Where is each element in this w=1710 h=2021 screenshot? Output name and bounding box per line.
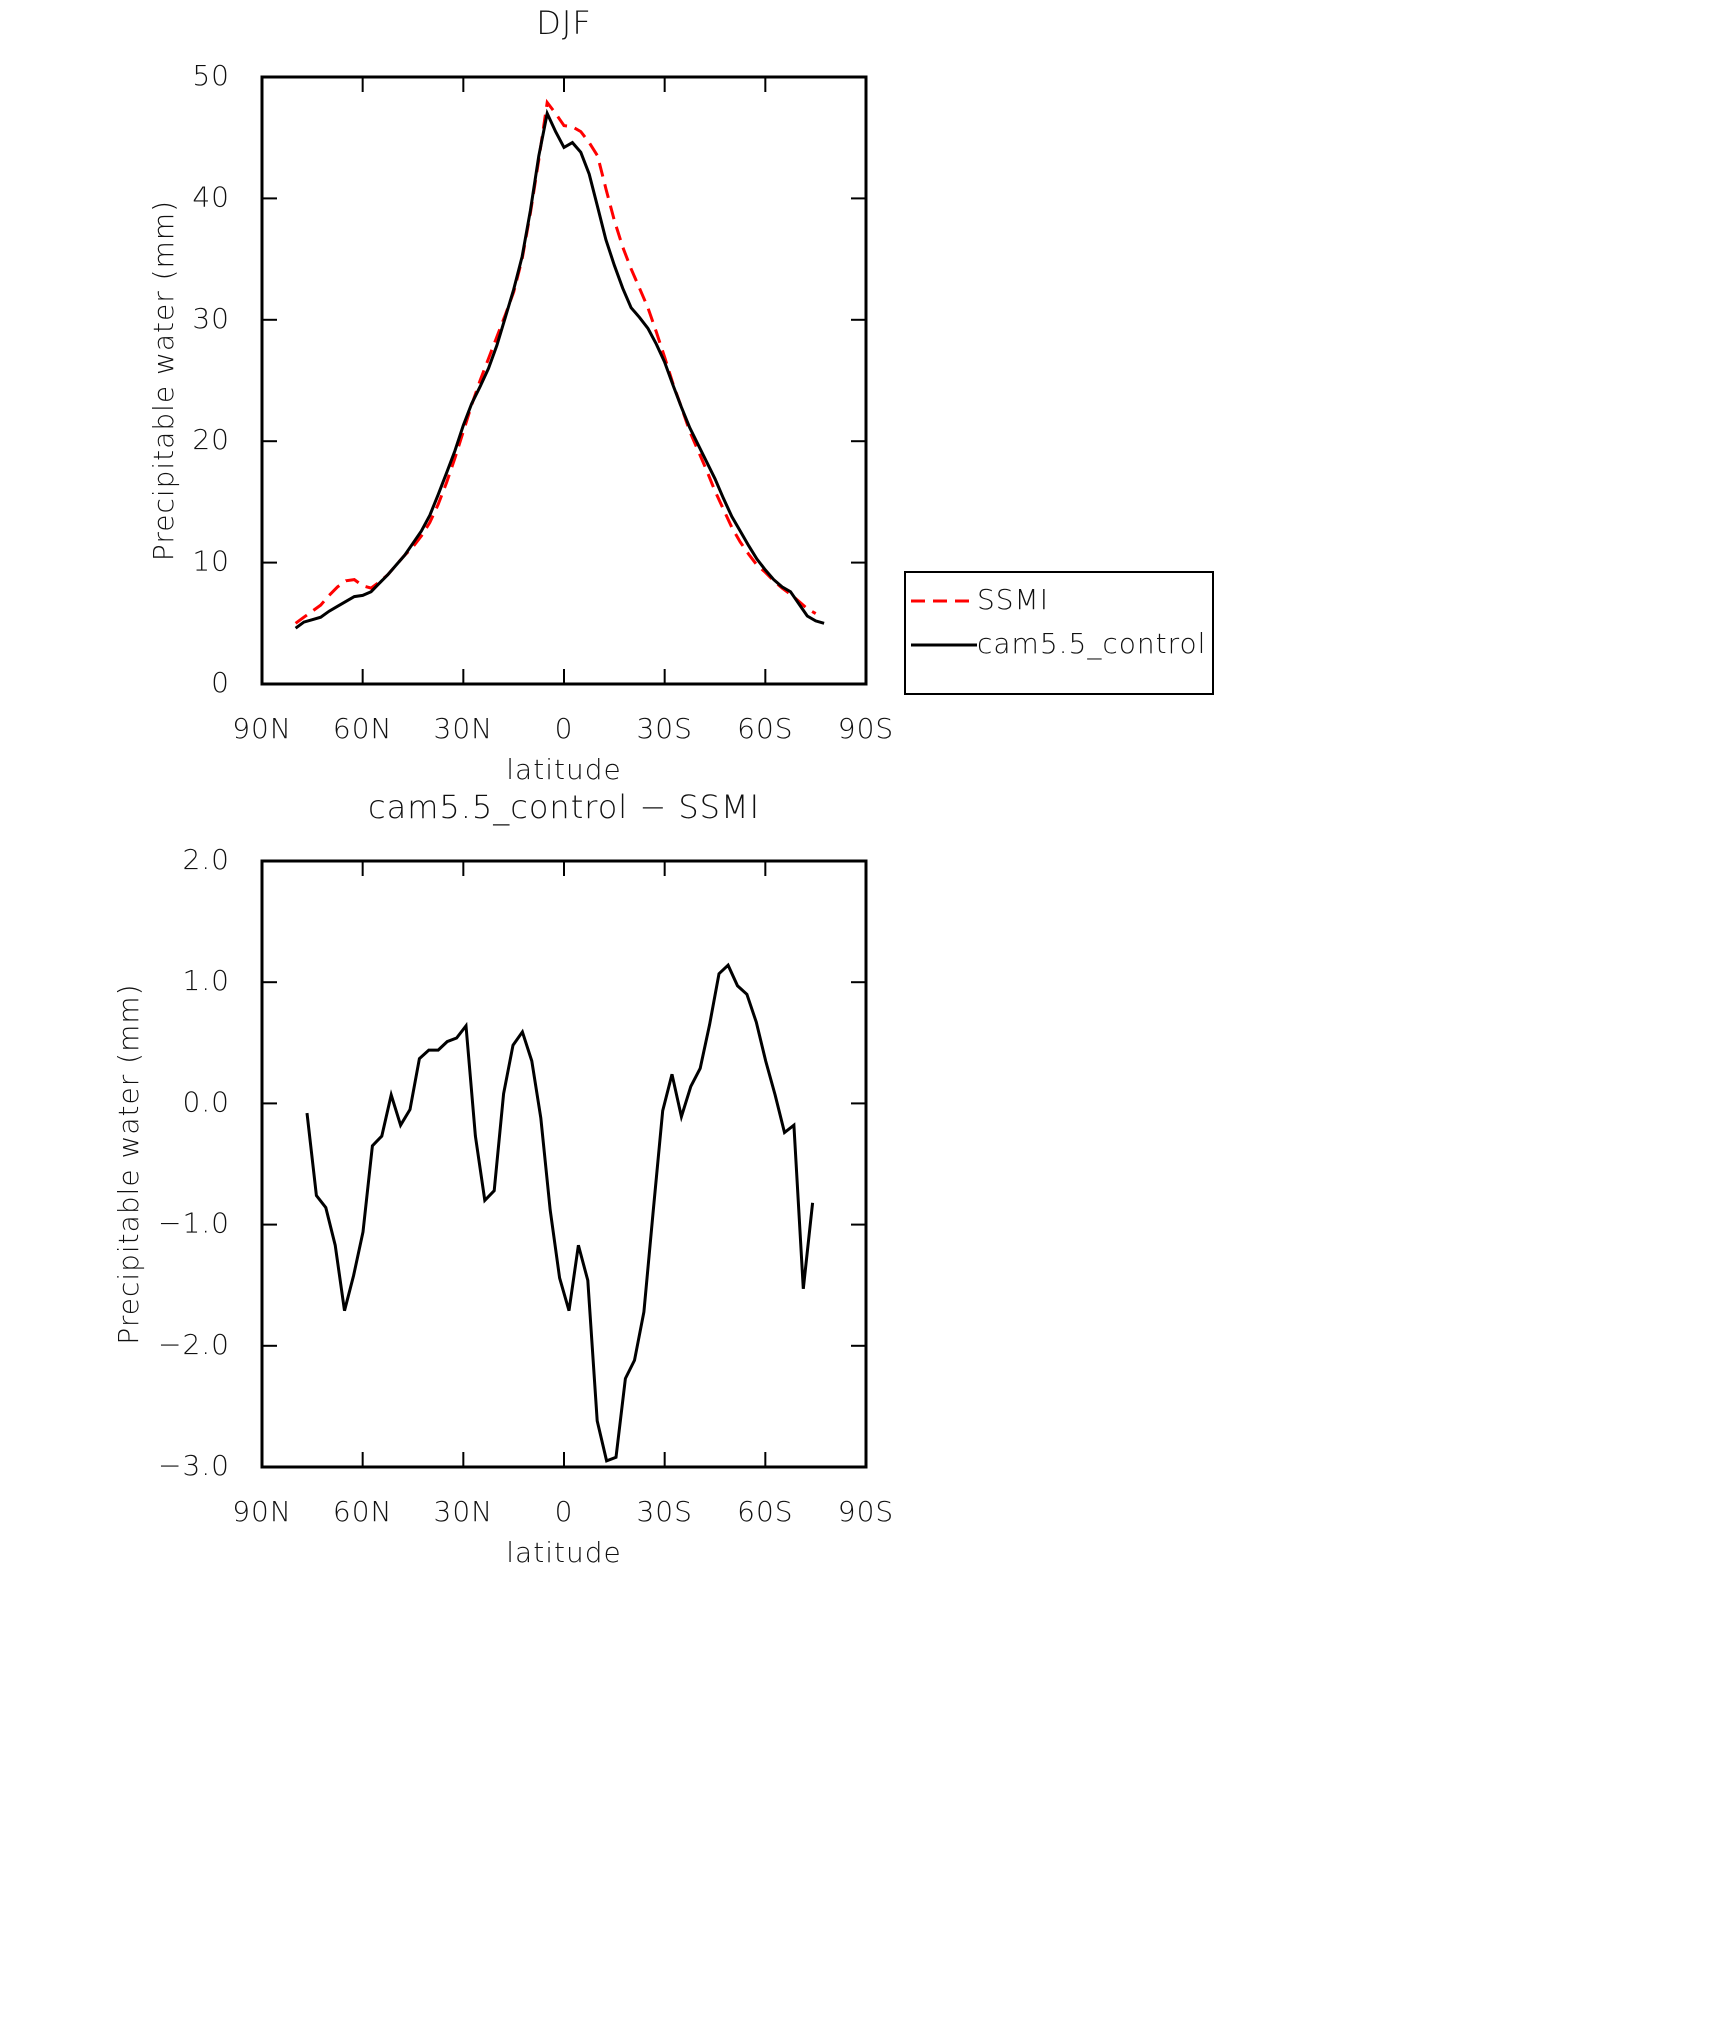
x-tick-label: 30S [636, 712, 692, 745]
plot-frame [260, 859, 868, 1469]
x-tick-label: 60S [737, 1495, 793, 1528]
x-tick-label: 90S [838, 1495, 894, 1528]
x-axis-label: latitude [506, 1536, 621, 1569]
y-tick-label: −3.0 [158, 1449, 230, 1482]
x-tick-label: 60S [737, 712, 793, 745]
y-tick-label: 0 [211, 666, 230, 699]
y-tick-label: −1.0 [158, 1207, 230, 1240]
x-tick-label: 90N [232, 712, 292, 745]
data-line [294, 98, 817, 625]
x-tick-label: 0 [555, 712, 574, 745]
x-tick-label: 90S [838, 712, 894, 745]
x-tick-label: 0 [555, 1495, 574, 1528]
chart-title: cam5.5_control − SSMI [368, 788, 760, 826]
y-tick-label: 50 [192, 59, 230, 92]
x-tick-label: 30N [434, 1495, 494, 1528]
y-tick-label: −2.0 [158, 1328, 230, 1361]
x-axis-label: latitude [506, 753, 621, 786]
y-tick-label: 2.0 [182, 843, 230, 876]
legend-box [904, 571, 1214, 695]
data-line [305, 962, 815, 1463]
legend-label: cam5.5_control [977, 627, 1206, 661]
y-tick-label: 10 [192, 545, 230, 578]
y-tick-label: 0.0 [182, 1085, 230, 1118]
y-axis-label: Precipitable water (mm) [112, 983, 145, 1344]
x-tick-label: 90N [232, 1495, 292, 1528]
y-axis-label: Precipitable water (mm) [147, 200, 180, 561]
y-tick-label: 30 [192, 302, 230, 335]
y-tick-label: 40 [192, 180, 230, 213]
x-tick-label: 60N [333, 712, 393, 745]
x-tick-label: 30N [434, 712, 494, 745]
legend-label: SSMI [977, 583, 1049, 616]
y-tick-label: 20 [192, 423, 230, 456]
data-line [294, 108, 825, 630]
x-tick-label: 30S [636, 1495, 692, 1528]
plot-frame [260, 75, 868, 686]
chart-title: DJF [536, 4, 591, 42]
y-tick-label: 1.0 [182, 964, 230, 997]
x-tick-label: 60N [333, 1495, 393, 1528]
